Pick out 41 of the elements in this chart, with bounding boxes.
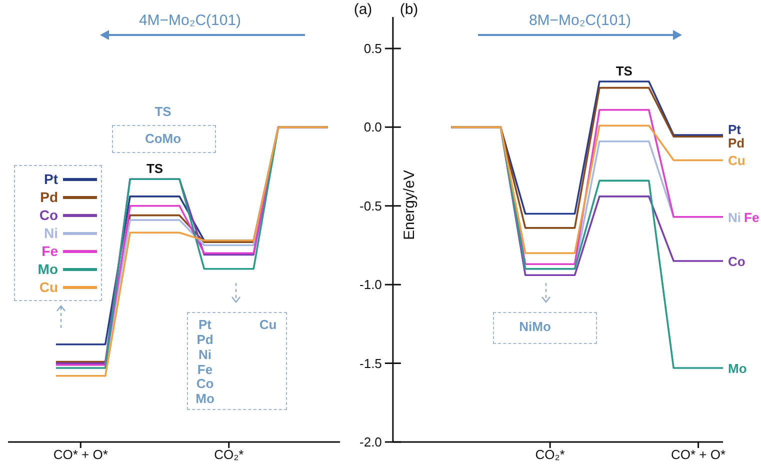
annotation: TS (616, 64, 633, 79)
annotation: Cu (259, 317, 277, 332)
text: Fe (744, 210, 760, 225)
annotation: Ni (198, 347, 212, 363)
legend-label: Pd (40, 189, 58, 205)
y-tick-label: -1.5 (360, 356, 382, 371)
text: Ni (728, 210, 741, 225)
annotation: (a) (354, 1, 372, 18)
annotation: Co (195, 376, 215, 392)
legend-label: Ni (44, 225, 58, 241)
y-tick-label: 0.5 (364, 41, 382, 56)
annotation: Pt (198, 317, 212, 332)
y-axis-title: Energy/eV (401, 170, 418, 240)
x-tick-label: CO* + O* (53, 447, 108, 462)
y-tick-label: 0.0 (364, 120, 382, 135)
x-tick-label: CO₂* (535, 447, 565, 462)
annotation: Mo (194, 391, 216, 407)
annotation: TS (146, 161, 164, 176)
x-tick-label: CO* + O* (671, 447, 726, 462)
y-tick-label: -1.0 (360, 277, 382, 292)
annotation: CoMo (144, 131, 182, 147)
legend-label: Co (39, 207, 58, 223)
legend-label: Mo (38, 261, 58, 277)
y-tick-label: -0.5 (360, 198, 382, 214)
y-tick-label: -2.0 (360, 434, 382, 450)
legend-label: Cu (39, 279, 58, 295)
text: Co (728, 254, 746, 269)
annotation: Fe (196, 362, 214, 378)
text: Mo (728, 361, 747, 376)
annotation: 4M−Mo₂C(101) (138, 12, 242, 29)
annotation: NiMo (518, 319, 552, 335)
annotation: TS (154, 104, 172, 120)
text: Pt (728, 122, 741, 138)
x-tick-label: CO₂* (214, 447, 244, 462)
annotation: (b) (400, 1, 418, 18)
text: Cu (728, 153, 746, 168)
text: Pd (728, 136, 745, 151)
legend-label: Fe (42, 243, 58, 259)
annotation: 8M−Mo₂C(101) (528, 12, 632, 29)
legend-label: Pt (44, 171, 58, 187)
annotation: Pd (196, 332, 214, 348)
